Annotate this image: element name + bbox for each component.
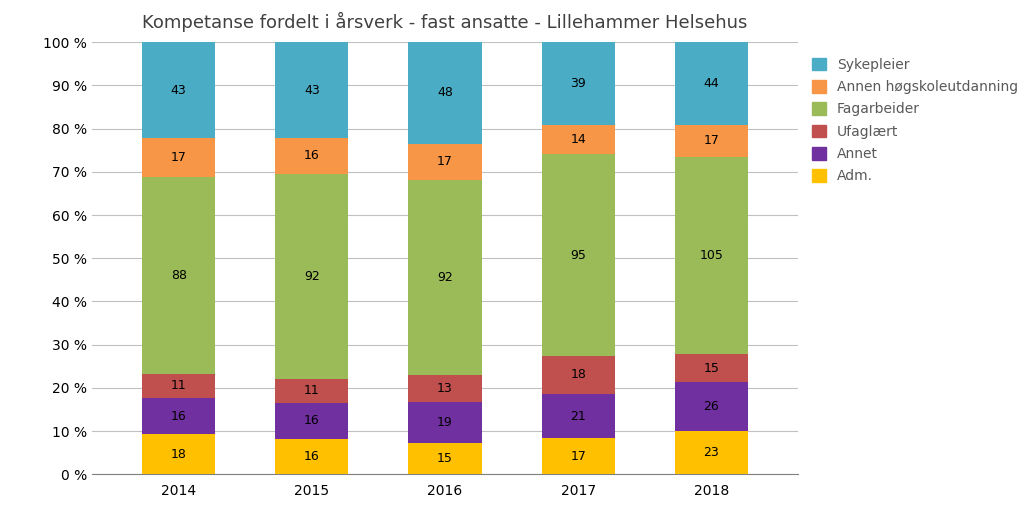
Bar [275,173,349,378]
Bar [541,154,615,356]
Bar [541,125,615,154]
Text: 95: 95 [570,249,586,261]
Bar [275,378,349,403]
Bar [675,431,748,474]
Bar [142,139,215,177]
Text: 43: 43 [171,84,186,97]
Bar [675,125,748,157]
Text: 105: 105 [700,249,723,262]
Bar [142,374,215,398]
Text: 11: 11 [171,379,186,393]
Text: 23: 23 [704,446,719,459]
Text: 16: 16 [304,414,320,427]
Bar [408,180,482,375]
Bar [142,398,215,434]
Text: 18: 18 [570,368,586,381]
Bar [675,42,748,125]
Bar [275,42,349,138]
Text: 17: 17 [570,450,586,463]
Bar [275,438,349,474]
Text: 92: 92 [437,271,453,284]
Bar [408,144,482,180]
Bar [675,382,748,431]
Text: 19: 19 [437,416,453,429]
Text: 17: 17 [704,134,719,148]
Bar [408,443,482,474]
Text: 16: 16 [304,149,320,162]
Text: 11: 11 [304,384,320,397]
Bar [675,354,748,382]
Text: 17: 17 [171,151,186,164]
Bar [408,402,482,443]
Bar [541,438,615,474]
Text: 16: 16 [304,450,320,463]
Text: 14: 14 [570,133,586,146]
Bar [408,375,482,402]
Bar [275,138,349,173]
Text: 18: 18 [171,447,186,461]
Text: 26: 26 [704,400,719,413]
Text: 17: 17 [437,155,453,168]
Text: 48: 48 [437,86,453,100]
Bar [675,157,748,354]
Bar [142,434,215,474]
Bar [142,177,215,374]
Text: 44: 44 [704,77,719,90]
Text: 15: 15 [437,452,453,465]
Text: 88: 88 [171,269,186,281]
Title: Kompetanse fordelt i årsverk - fast ansatte - Lillehammer Helsehus: Kompetanse fordelt i årsverk - fast ansa… [142,12,748,32]
Text: 21: 21 [570,409,586,423]
Text: 43: 43 [304,84,320,96]
Bar [275,403,349,438]
Legend: Sykepleier, Annen høgskoleutdanning, Fagarbeider, Ufaglært, Annet, Adm.: Sykepleier, Annen høgskoleutdanning, Fag… [812,58,1018,183]
Text: 13: 13 [437,382,453,395]
Bar [541,356,615,394]
Text: 39: 39 [570,77,586,90]
Text: 16: 16 [171,409,186,423]
Bar [541,394,615,438]
Text: 15: 15 [704,362,719,375]
Bar [541,42,615,125]
Bar [408,42,482,144]
Text: 92: 92 [304,269,320,282]
Bar [142,42,215,139]
